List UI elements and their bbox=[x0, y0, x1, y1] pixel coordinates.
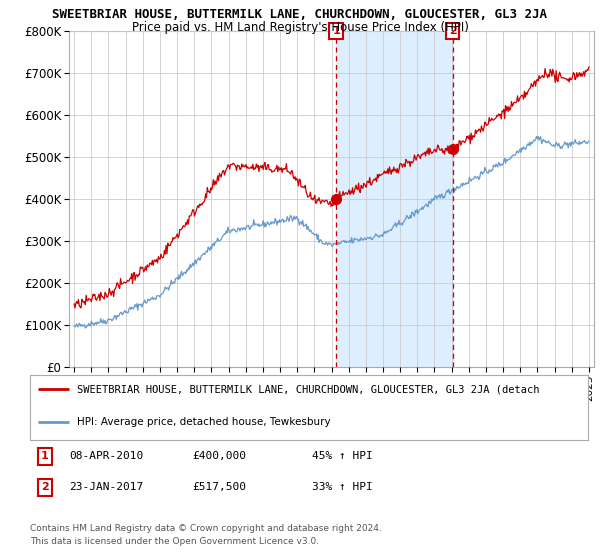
Text: 1: 1 bbox=[332, 26, 340, 36]
Text: 08-APR-2010: 08-APR-2010 bbox=[69, 451, 143, 461]
Text: 2: 2 bbox=[449, 26, 457, 36]
Text: £517,500: £517,500 bbox=[192, 482, 246, 492]
Text: SWEETBRIAR HOUSE, BUTTERMILK LANE, CHURCHDOWN, GLOUCESTER, GL3 2JA: SWEETBRIAR HOUSE, BUTTERMILK LANE, CHURC… bbox=[53, 8, 548, 21]
Text: 33% ↑ HPI: 33% ↑ HPI bbox=[312, 482, 373, 492]
Text: 23-JAN-2017: 23-JAN-2017 bbox=[69, 482, 143, 492]
Text: Price paid vs. HM Land Registry's House Price Index (HPI): Price paid vs. HM Land Registry's House … bbox=[131, 21, 469, 34]
Text: 1: 1 bbox=[41, 451, 49, 461]
Text: 45% ↑ HPI: 45% ↑ HPI bbox=[312, 451, 373, 461]
Bar bbox=[336, 31, 453, 367]
Text: £400,000: £400,000 bbox=[192, 451, 246, 461]
Text: Contains HM Land Registry data © Crown copyright and database right 2024.
This d: Contains HM Land Registry data © Crown c… bbox=[30, 524, 382, 545]
Text: HPI: Average price, detached house, Tewkesbury: HPI: Average price, detached house, Tewk… bbox=[77, 417, 331, 427]
Text: SWEETBRIAR HOUSE, BUTTERMILK LANE, CHURCHDOWN, GLOUCESTER, GL3 2JA (detach: SWEETBRIAR HOUSE, BUTTERMILK LANE, CHURC… bbox=[77, 384, 540, 394]
Text: 2: 2 bbox=[41, 482, 49, 492]
